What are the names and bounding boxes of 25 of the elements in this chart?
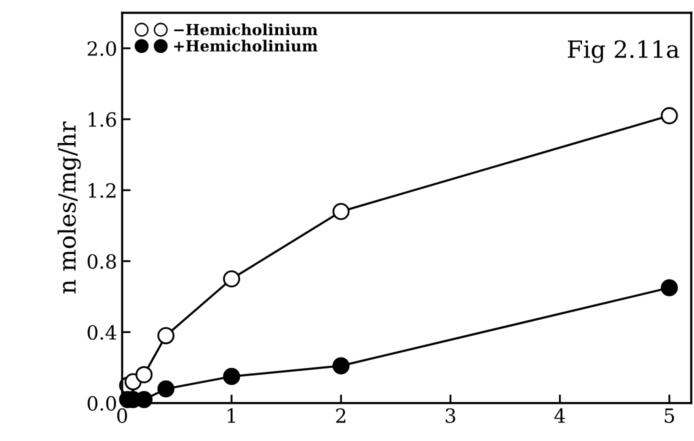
point [660,279,678,296]
x-tick-label: 0 [117,408,128,423]
y-tick-label: 0.4 [88,325,116,340]
y-tick-label: 1.6 [88,112,116,127]
x-tick-label: 3 [446,408,456,423]
x-tick-label: 5 [664,408,674,423]
x-tick-label: 2 [336,408,346,423]
point [332,357,350,374]
legend-label: −Hemicholinium [174,23,318,36]
point [660,107,678,124]
x-tick-label: 4 [554,408,566,423]
y-tick-label: 1.2 [88,183,116,198]
x-tick-label: 1 [228,408,236,423]
legend-label: +Hemicholinium [174,40,318,52]
point [223,270,240,288]
y-axis-title: n moles/mg/hr [58,122,81,294]
annotation: Fig 2.11a [568,40,680,63]
y-tick-label: 0.0 [88,396,116,411]
y-tick-label: 0.8 [88,254,116,269]
point [157,380,174,398]
y-tick-label: 2.0 [88,41,116,56]
point [332,202,350,220]
point [135,366,153,384]
point [157,327,174,344]
point [223,368,240,386]
